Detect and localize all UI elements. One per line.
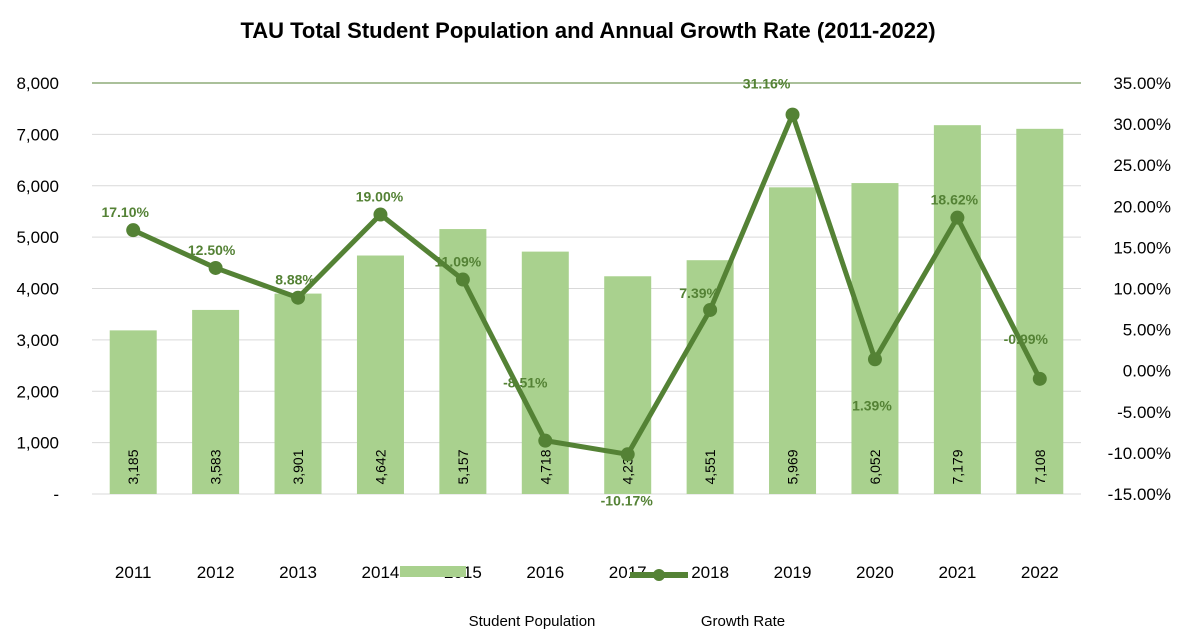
growth-rate-data-label: 17.10% [101,204,149,220]
left-tick-label: 5,000 [16,228,59,247]
left-tick-label: 6,000 [16,177,59,196]
legend: Student Population Growth Rate [400,566,785,630]
bar-data-label: 7,179 [949,449,965,484]
category-label: 2019 [774,563,812,582]
bar-data-label: 5,157 [455,449,471,484]
growth-rate-data-label: 1.39% [852,397,892,413]
growth-rate-data-label: -10.17% [601,492,654,508]
growth-rate-point [291,290,306,305]
right-tick-label: 15.00% [1113,238,1171,257]
category-label: 2018 [691,563,729,582]
growth-rate-point [455,272,470,287]
growth-rate-data-label: 12.50% [188,242,236,258]
bar-data-label: 4,551 [702,449,718,484]
category-label: 2011 [115,563,152,582]
bar-data-label: 3,185 [125,449,141,484]
rate-labels: 17.10% 12.50% 8.88% 19.00% 11.09% -8.51% -10.1… [101,76,1048,509]
left-axis-ticks: - 1,000 2,000 3,000 4,000 5,000 6,000 7,000 8,00… [16,74,59,504]
legend-swatch-student-population [400,566,466,577]
right-tick-label: 10.00% [1113,280,1171,299]
bar-data-label: 4,642 [372,449,388,484]
bar [356,255,404,494]
category-label: 2022 [1021,563,1059,582]
right-tick-label: -5.00% [1117,403,1171,422]
bar [109,330,157,494]
bar-data-label: 3,583 [208,449,224,484]
right-tick-label: -10.00% [1108,444,1171,463]
left-tick-label: 7,000 [16,125,59,144]
bar-labels: 3,185 3,583 3,901 4,642 5,157 4,718 4,238 4,551… [125,449,1048,484]
bar [851,183,899,495]
growth-rate-point [1032,371,1047,386]
growth-rate-data-label: 18.62% [931,192,979,208]
category-label: 2016 [526,563,564,582]
category-label: 2012 [197,563,235,582]
growth-rate-point [785,107,800,122]
category-label: 2021 [938,563,976,582]
left-tick-label: 4,000 [16,280,59,299]
bar [192,309,240,494]
bar-data-label: 5,969 [785,449,801,484]
right-tick-label: 25.00% [1113,156,1171,175]
growth-rate-data-label: 8.88% [275,272,315,288]
line-series [126,107,1047,462]
right-tick-label: 5.00% [1123,321,1171,340]
right-tick-label: 20.00% [1113,197,1171,216]
right-tick-label: -15.00% [1108,485,1171,504]
growth-rate-data-label: 7.39% [679,285,719,301]
bar-data-label: 7,108 [1032,449,1048,484]
left-tick-label: 1,000 [16,434,59,453]
legend-marker-growth-rate [653,569,665,581]
left-tick-label: 2,000 [16,382,59,401]
growth-rate-point [867,352,882,367]
growth-rate-data-label: 19.00% [356,189,404,205]
bar-data-label: 4,718 [537,449,553,484]
growth-rate-data-label: -0.99% [1004,331,1049,347]
category-label: 2014 [362,563,400,582]
bar-series [109,125,1064,495]
bar [769,187,817,494]
right-tick-label: 0.00% [1123,362,1171,381]
bar-data-label: 6,052 [867,449,883,484]
growth-rate-point [703,302,718,317]
right-tick-label: 35.00% [1113,74,1171,93]
category-label: 2013 [279,563,317,582]
growth-rate-point [950,210,965,225]
growth-rate-data-label: 11.09% [435,254,482,270]
growth-rate-point [620,447,635,462]
growth-rate-line [132,112,1043,457]
bar [521,251,569,494]
growth-rate-point [373,207,388,222]
category-axis-labels: 2011201220132014201520162017201820192020… [115,563,1059,582]
bar [933,125,981,494]
legend-label-student-population: Student Population [469,613,596,630]
bar [274,293,322,494]
category-label: 2020 [856,563,894,582]
left-tick-label: 8,000 [16,74,59,93]
bar [686,260,734,494]
bar [1016,128,1064,494]
chart-title: TAU Total Student Population and Annual … [240,18,935,43]
grid-lines [92,82,1081,495]
growth-rate-point [208,260,223,275]
legend-label-growth-rate: Growth Rate [701,613,785,630]
growth-rate-data-label: -8.51% [503,375,548,391]
right-tick-label: 30.00% [1113,115,1171,134]
growth-rate-data-label: 31.16% [743,76,791,92]
left-tick-label: - [53,485,59,504]
right-axis-ticks: -15.00% -10.00% -5.00% 0.00% 5.00% 10.00% 15.0… [1108,74,1171,504]
left-tick-label: 3,000 [16,331,59,350]
bar-data-label: 3,901 [290,449,306,484]
growth-rate-point [538,433,553,448]
growth-rate-point [126,223,141,238]
